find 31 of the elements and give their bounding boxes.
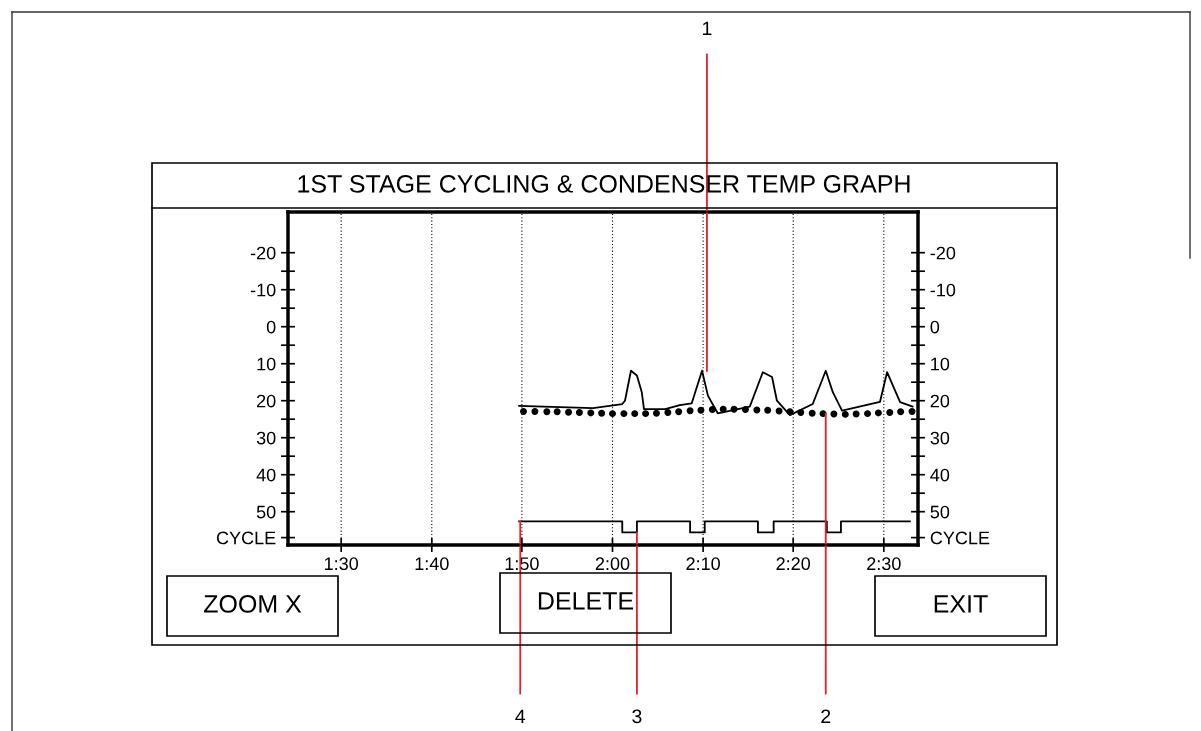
y2-tick-label: 50: [930, 505, 950, 519]
annotation: 3: [632, 709, 642, 724]
x-tick-label: 2:20: [776, 557, 811, 571]
y-tick-label: 0: [266, 320, 276, 334]
y2-tick-label: CYCLE: [930, 531, 990, 545]
annotation: 4: [515, 709, 526, 724]
x-tick-label: 1:40: [415, 557, 449, 571]
y2-tick-label: -10: [930, 283, 956, 297]
y-tick-label: 40: [256, 468, 276, 482]
y-tick-label: 50: [256, 505, 276, 519]
y-tick-label: -20: [250, 246, 276, 260]
text: DELETE: [538, 592, 634, 610]
y-tick-label: -10: [250, 283, 276, 297]
y2-tick-label: 10: [931, 357, 950, 371]
x-tick-label: 2:00: [595, 557, 630, 571]
y2-tick-label: 40: [930, 468, 950, 482]
y2-tick-label: 20: [930, 394, 950, 408]
y2-tick-label: -20: [930, 246, 956, 260]
y-tick-label: 10: [257, 357, 276, 371]
y-tick-label: 30: [256, 431, 276, 445]
y-tick-label: CYCLE: [216, 531, 276, 545]
annotation: 2: [821, 709, 831, 724]
x-tick-label: 2:10: [686, 557, 720, 571]
y2-tick-label: 0: [930, 320, 940, 334]
x-tick-label: 2:30: [867, 557, 901, 571]
y2-tick-label: 30: [930, 431, 950, 445]
x-tick-label: 1:30: [324, 557, 359, 571]
text: ZOOM X: [203, 595, 302, 613]
y-tick-label: 20: [257, 394, 276, 408]
text: EXIT: [934, 595, 988, 613]
annotation: 1: [702, 21, 712, 36]
